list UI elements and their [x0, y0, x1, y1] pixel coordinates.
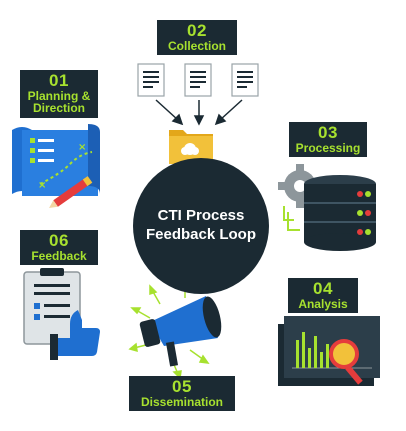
step-tag-processing: 03 Processing [289, 122, 367, 158]
step-number: 06 [49, 231, 69, 250]
step-number: 05 [172, 377, 192, 396]
step-label: Analysis [298, 296, 348, 311]
step-number: 04 [313, 279, 333, 298]
step-number: 02 [187, 21, 207, 40]
map-strategy-icon: × × [12, 124, 100, 209]
pencil-icon [49, 176, 93, 209]
step-number: 03 [318, 123, 338, 142]
clipboard-thumbs-up-icon [23, 268, 100, 360]
step-tag-collection: 02 Collection [157, 20, 237, 56]
step-number: 01 [49, 71, 69, 90]
step-tag-analysis: 04 Analysis [288, 278, 358, 314]
step-label-line2: Direction [32, 101, 85, 116]
document-icon [184, 63, 212, 97]
document-icon [231, 63, 259, 97]
gear-database-icon [278, 164, 376, 251]
step-tag-feedback: 06 Feedback [20, 230, 98, 266]
svg-text:×: × [38, 180, 46, 191]
document-icon [137, 63, 165, 97]
folder-documents-icon [137, 63, 259, 164]
step-label-line1: Planning & [27, 88, 91, 103]
step-label: Feedback [31, 248, 87, 263]
step-label: Collection [167, 38, 226, 53]
center-title-line1: CTI Process [157, 207, 245, 225]
center-title: CTI Process Feedback Loop [146, 207, 256, 245]
svg-text:×: × [78, 142, 86, 153]
step-tag-planning-direction: 01 Planning & Direction [20, 70, 98, 119]
center-circle: CTI Process Feedback Loop [133, 158, 269, 294]
arrow-icon [155, 99, 243, 126]
step-tag-dissemination: 05 Dissemination [129, 376, 235, 412]
center-title-line2: Feedback Loop [145, 226, 257, 243]
chart-magnifier-icon [278, 316, 380, 386]
step-label: Dissemination [140, 394, 224, 409]
megaphone-icon [128, 278, 222, 380]
step-label: Processing [295, 140, 361, 155]
